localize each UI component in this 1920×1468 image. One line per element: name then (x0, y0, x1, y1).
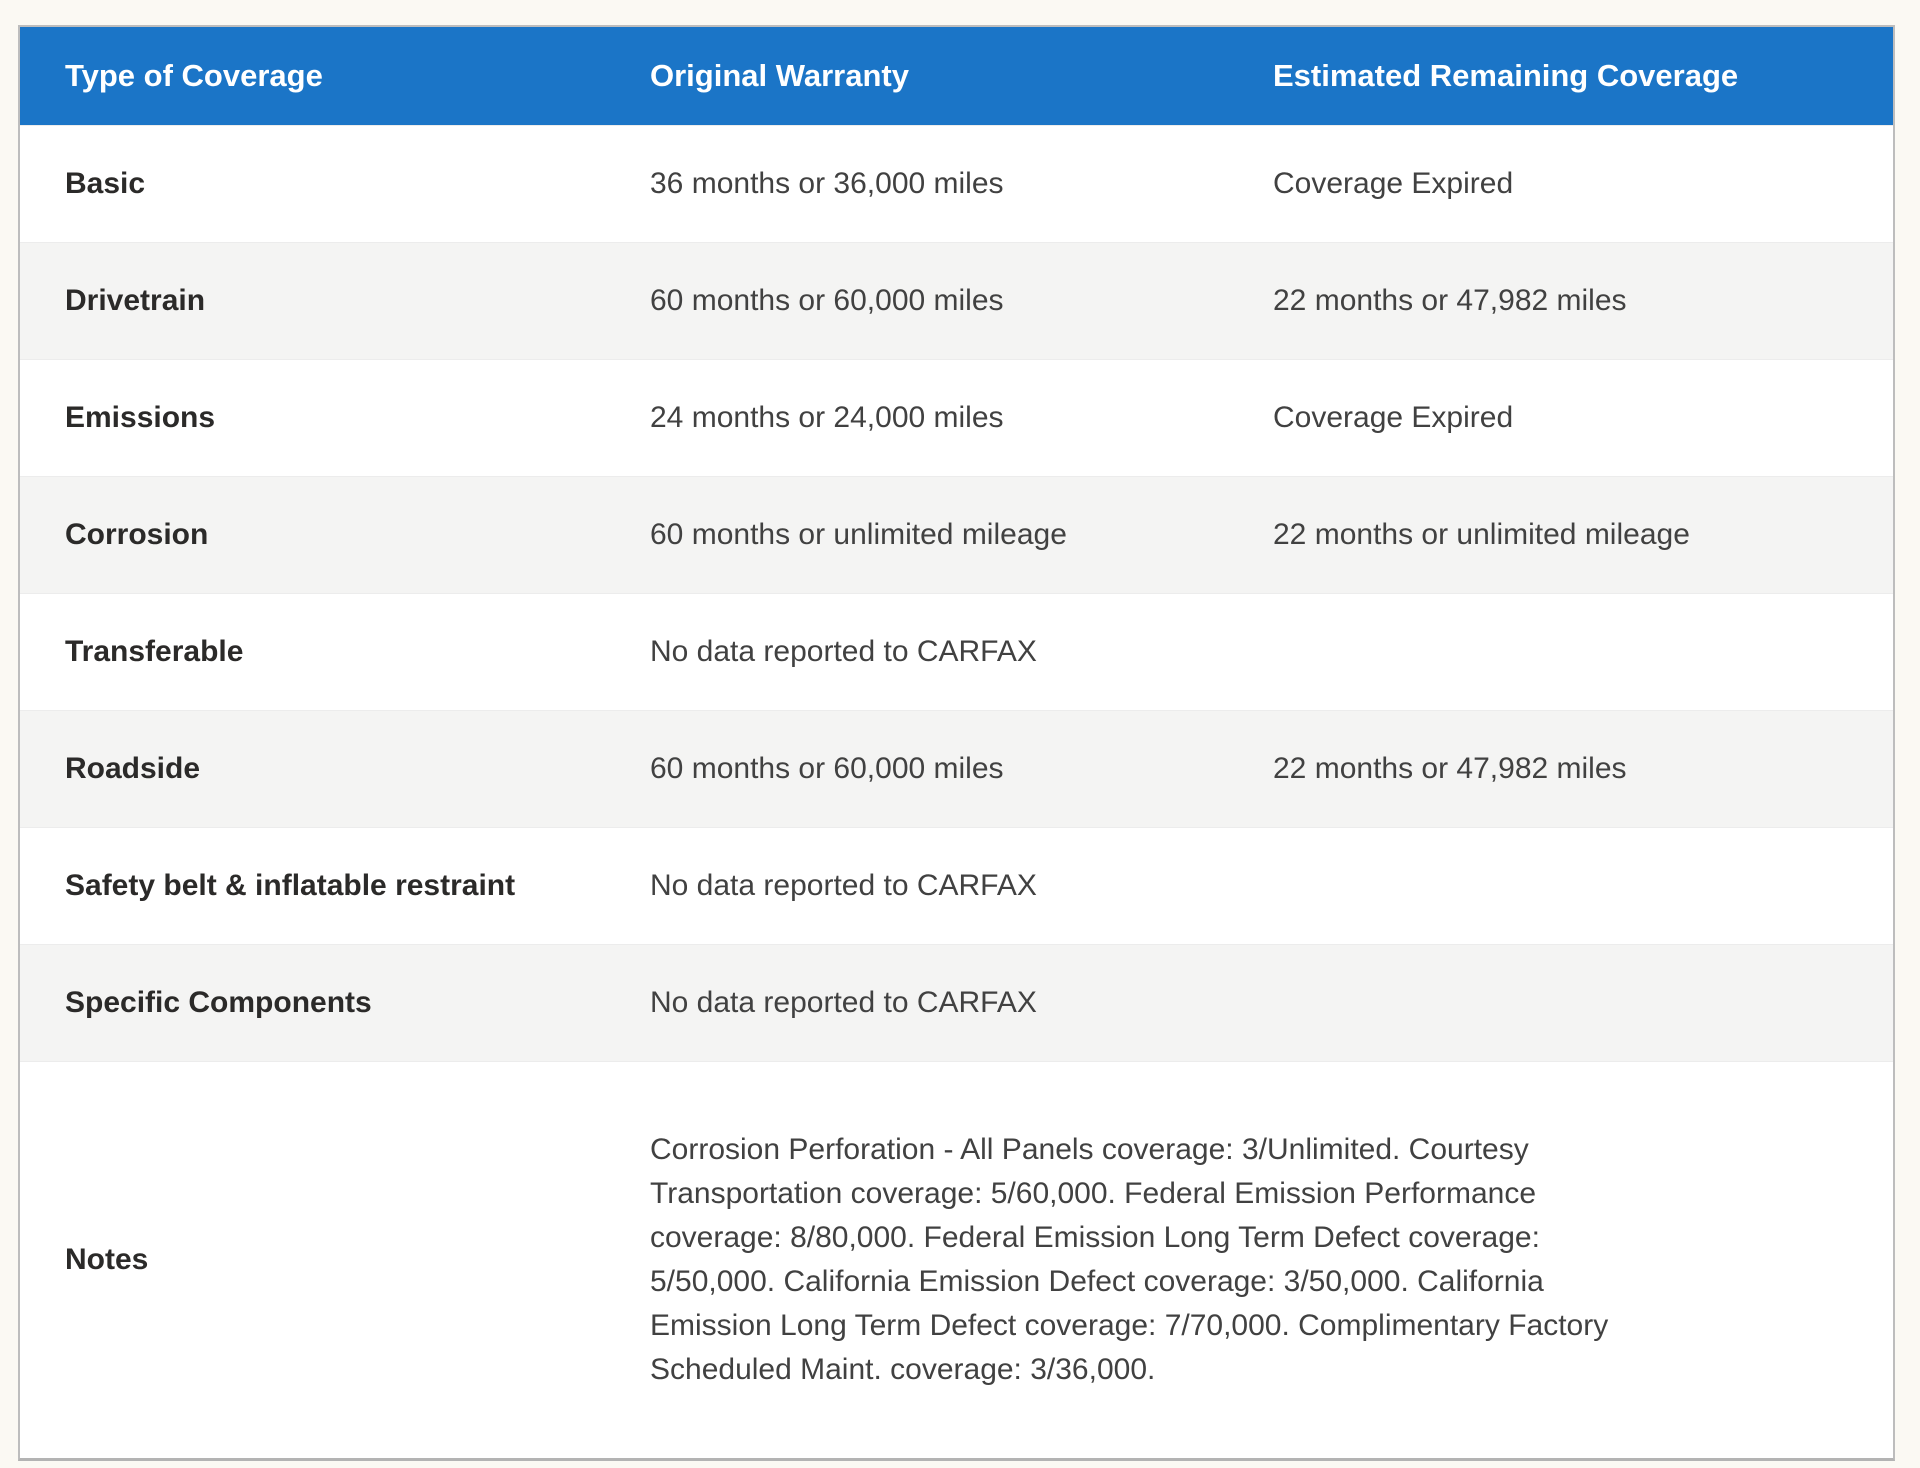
table-row-notes: Notes Corrosion Perforation - All Panels… (20, 1061, 1893, 1458)
table-row-corrosion: Corrosion 60 months or unlimited mileage… (20, 476, 1893, 593)
notes-line: coverage: 8/80,000. Federal Emission Lon… (650, 1221, 1540, 1254)
table-row-transferable: Transferable No data reported to CARFAX (20, 593, 1893, 710)
notes-line: Emission Long Term Defect coverage: 7/70… (650, 1309, 1609, 1342)
notes-line: Scheduled Maint. coverage: 3/36,000. (650, 1353, 1156, 1386)
original-warranty-value: 60 months or 60,000 miles (650, 284, 1004, 318)
coverage-type-label: Transferable (65, 635, 244, 669)
notes-line: Transportation coverage: 5/60,000. Feder… (650, 1177, 1537, 1210)
notes-text: Corrosion Perforation - All Panels cover… (605, 1128, 1893, 1392)
column-header-estimated-remaining-coverage: Estimated Remaining Coverage (1273, 57, 1739, 93)
remaining-coverage-value: Coverage Expired (1273, 167, 1514, 201)
original-warranty-value: No data reported to CARFAX (650, 986, 1037, 1020)
warranty-coverage-table: Type of Coverage Original Warranty Estim… (18, 25, 1895, 1461)
table-row-safety-belt: Safety belt & inflatable restraint No da… (20, 827, 1893, 944)
remaining-coverage-value: 22 months or 47,982 miles (1273, 752, 1627, 786)
original-warranty-value: 60 months or 60,000 miles (650, 752, 1004, 786)
remaining-coverage-value: Coverage Expired (1273, 401, 1514, 435)
notes-line: 5/50,000. California Emission Defect cov… (650, 1265, 1544, 1298)
coverage-type-label: Drivetrain (65, 284, 206, 318)
coverage-type-label: Roadside (65, 752, 201, 786)
notes-label: Notes (65, 1243, 149, 1277)
coverage-type-label: Basic (65, 167, 146, 201)
original-warranty-value: No data reported to CARFAX (650, 869, 1037, 903)
coverage-type-label: Specific Components (65, 986, 372, 1020)
remaining-coverage-value: 22 months or 47,982 miles (1273, 284, 1627, 318)
table-row-drivetrain: Drivetrain 60 months or 60,000 miles 22 … (20, 242, 1893, 359)
coverage-type-label: Safety belt & inflatable restraint (65, 869, 516, 903)
original-warranty-value: 24 months or 24,000 miles (650, 401, 1004, 435)
coverage-type-label: Emissions (65, 401, 216, 435)
table-row-basic: Basic 36 months or 36,000 miles Coverage… (20, 125, 1893, 242)
notes-line: Corrosion Perforation - All Panels cover… (650, 1133, 1529, 1166)
original-warranty-value: 36 months or 36,000 miles (650, 167, 1004, 201)
column-header-original-warranty: Original Warranty (650, 57, 909, 93)
original-warranty-value: 60 months or unlimited mileage (650, 518, 1067, 552)
table-row-roadside: Roadside 60 months or 60,000 miles 22 mo… (20, 710, 1893, 827)
original-warranty-value: No data reported to CARFAX (650, 635, 1037, 669)
table-row-specific-components: Specific Components No data reported to … (20, 944, 1893, 1061)
column-header-type-of-coverage: Type of Coverage (65, 57, 323, 93)
coverage-type-label: Corrosion (65, 518, 209, 552)
table-header-row: Type of Coverage Original Warranty Estim… (20, 27, 1893, 125)
remaining-coverage-value: 22 months or unlimited mileage (1273, 518, 1690, 552)
table-row-emissions: Emissions 24 months or 24,000 miles Cove… (20, 359, 1893, 476)
